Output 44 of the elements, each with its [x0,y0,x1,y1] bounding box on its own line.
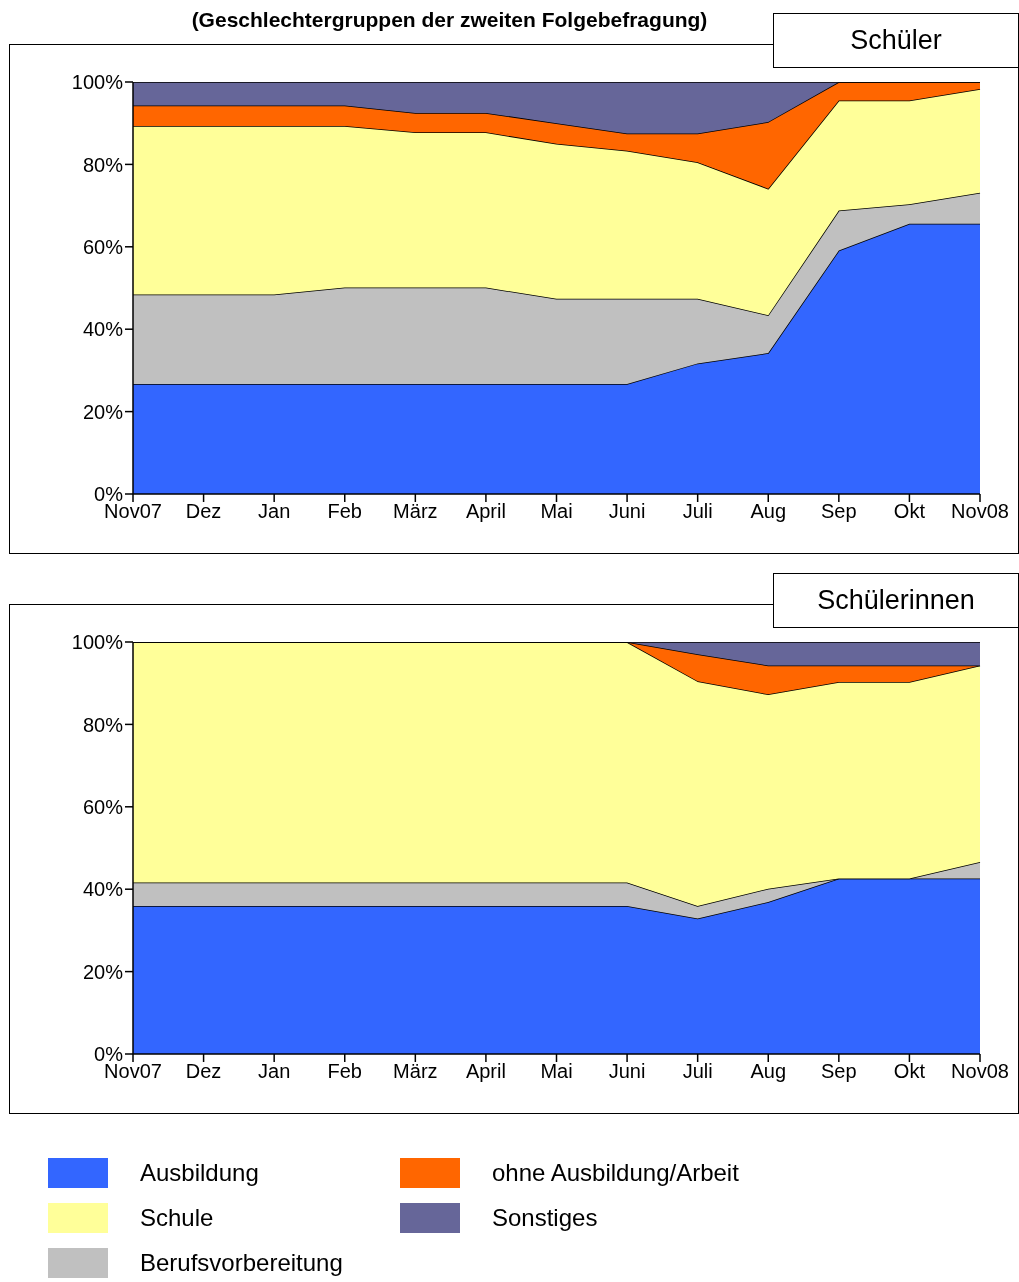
y-tick-label: 20% [82,960,124,983]
y-tick-label: 40% [82,318,124,341]
y-tick-label: 20% [82,400,124,423]
chart-subtitle: Schüler [773,13,1019,68]
x-tick-label: Okt [893,500,926,523]
legend-label: Schule [140,1203,214,1232]
x-tick-label: Juli [682,500,713,523]
chart-title: (Geschlechtergruppen der zweiten Folgebefragung) [191,8,708,31]
x-tick-label: März [393,500,438,523]
x-tick-label: Juni [608,1060,646,1083]
legend-label: Sonstiges [492,1203,598,1232]
chart-subtitle: Schülerinnen [773,573,1019,628]
x-tick-label: Sep [821,1060,857,1083]
x-tick-label: Nov08 [951,500,1009,523]
x-tick-label: Okt [893,1060,926,1083]
legend-label: Berufsvorbereitung [140,1248,343,1277]
y-tick-label: 80% [82,713,124,736]
legend-label: ohne Ausbildung/Arbeit [492,1158,739,1187]
x-tick-label: Juni [608,500,646,523]
x-tick-label: April [465,1060,506,1083]
x-tick-label: Aug [750,1060,787,1083]
x-tick-label: März [393,1060,438,1083]
x-tick-label: Nov07 [104,1060,162,1083]
x-tick-label: Sep [821,500,857,523]
x-tick-label: Nov08 [951,1060,1009,1083]
x-tick-label: Nov07 [104,500,162,523]
legend-label: Ausbildung [140,1158,259,1187]
x-tick-label: Mai [540,500,573,523]
x-tick-label: Feb [327,500,362,523]
y-tick-label: 60% [82,795,124,818]
x-tick-label: Jan [258,500,291,523]
y-tick-label: 80% [82,153,124,176]
x-tick-label: Mai [540,1060,573,1083]
x-tick-label: Jan [258,1060,291,1083]
x-tick-label: Aug [750,500,787,523]
y-tick-label: 100% [71,631,124,654]
y-tick-label: 40% [82,878,124,901]
y-tick-label: 60% [82,235,124,258]
x-tick-label: Dez [185,500,222,523]
x-tick-label: Juli [682,1060,713,1083]
x-tick-label: Dez [185,1060,222,1083]
x-tick-label: Feb [327,1060,362,1083]
x-tick-label: April [465,500,506,523]
y-tick-label: 100% [71,71,124,94]
